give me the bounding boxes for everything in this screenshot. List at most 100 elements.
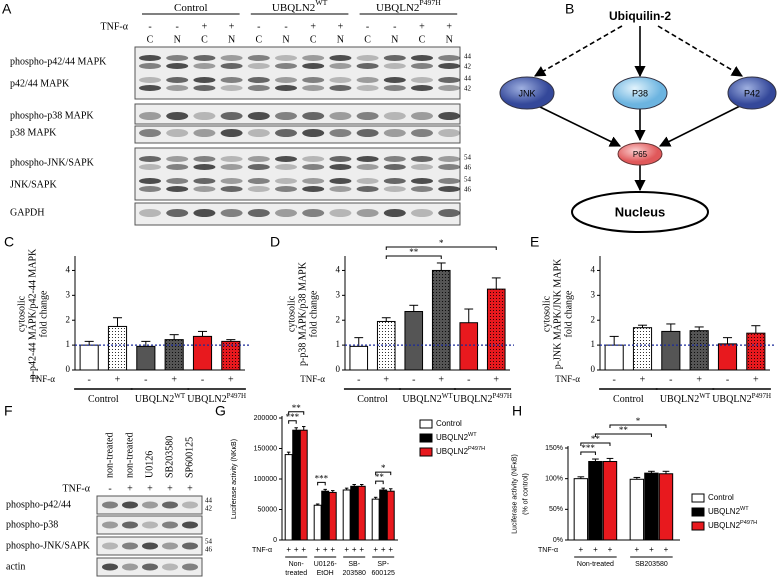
y-axis-label: (% of control): [522, 473, 529, 515]
mw-label: 54: [205, 538, 213, 546]
tnf-sign: -: [201, 374, 204, 385]
x-tick-label: SP-: [377, 561, 389, 568]
tnf-sign: -: [393, 21, 396, 32]
fraction-label: N: [228, 34, 235, 45]
blot-band: [411, 55, 433, 61]
group-name: UBQLN2: [376, 2, 419, 14]
panel-label: E: [530, 234, 539, 250]
group-name: UBQLN2: [187, 394, 226, 405]
group-label: UBQLN2P497H: [187, 392, 246, 406]
lane-label: non-treated: [104, 432, 115, 478]
tnf-sign: +: [359, 545, 364, 554]
tnf-sign: +: [286, 545, 291, 554]
group-sup: WT: [699, 392, 711, 400]
bar: [284, 454, 293, 541]
node: [612, 76, 668, 110]
blot-band: [139, 77, 161, 83]
pathway-diagram: Ubiquilin-2 JNK P38 P42 P65 Nucleus: [499, 9, 777, 233]
group-label: UBQLN2WT: [402, 392, 453, 406]
blot-band: [182, 501, 198, 509]
blot-band: [166, 63, 189, 69]
blot-band: [438, 112, 461, 120]
bar: [604, 344, 624, 371]
node: [499, 76, 555, 110]
blot-band: [102, 501, 118, 509]
group-label: UBQLN2WT: [436, 432, 477, 442]
blot-band: [220, 186, 243, 192]
y-axis-label: p-p42-44 MAPK/p42-44 MAPK: [27, 248, 38, 379]
group-label: UBQLN2WT: [135, 392, 186, 406]
blot-band: [383, 112, 406, 120]
x-tick-label: Non-: [289, 561, 305, 568]
tnf-sign: +: [115, 374, 121, 385]
row-label: p38 MAPK: [10, 127, 57, 138]
blot-band: [356, 85, 379, 91]
blot-band: [166, 77, 189, 83]
tnf-sign: +: [419, 21, 425, 32]
x-tick-label: EtOH: [317, 570, 334, 577]
group-name: Control: [436, 419, 462, 428]
group-sup: P497H: [740, 520, 757, 526]
blot-band: [329, 129, 352, 137]
bar: [79, 344, 99, 371]
x-tick-label: 600125: [372, 570, 395, 577]
significance-bracket: [375, 480, 384, 485]
significance-bracket: [609, 424, 667, 429]
bar: [386, 490, 395, 541]
legend-swatch: [419, 433, 433, 443]
blot-band: [139, 164, 161, 170]
bar: [357, 485, 366, 541]
blot-band: [302, 77, 325, 83]
tnf-sign: +: [640, 374, 646, 385]
blot-band: [302, 55, 325, 61]
significance-label: **: [375, 472, 385, 482]
legend-swatch: [691, 493, 705, 503]
group-name: UBQLN2: [712, 394, 751, 405]
y-tick-label: 2: [591, 314, 596, 324]
blot-band: [275, 63, 297, 69]
significance-bracket: [288, 411, 305, 415]
significance-label: **: [619, 425, 629, 435]
blot-band: [220, 129, 243, 137]
blot-band: [139, 112, 161, 120]
group-name: UBQLN2: [135, 394, 174, 405]
group-label: Control: [88, 394, 119, 405]
blot-panel: [134, 103, 461, 125]
y-tick-label: 4: [336, 265, 341, 275]
blot-band: [166, 178, 189, 184]
fraction-label: N: [174, 34, 181, 45]
blot-band: [166, 85, 189, 91]
blot-band: [220, 178, 243, 184]
group-sup: P497H: [419, 0, 441, 7]
mw-label: 54: [464, 176, 472, 184]
blot-band: [102, 521, 118, 529]
group-label: UBQLN2P497H: [453, 392, 512, 406]
blot-band: [247, 55, 270, 61]
row-label: p42/44 MAPK: [10, 78, 70, 89]
tnf-sign: -: [612, 374, 615, 385]
blot-band: [438, 77, 461, 83]
group-name: UBQLN2: [402, 394, 441, 405]
significance-bracket: [385, 255, 442, 259]
tnf-sign: -: [176, 21, 179, 32]
row-label: GAPDH: [10, 207, 44, 218]
blot-band: [247, 156, 270, 162]
tnf-sign: +: [383, 374, 389, 385]
y-tick-label: 1: [336, 339, 341, 349]
tnf-sign: +: [310, 21, 316, 32]
blot-band: [329, 156, 352, 162]
blot-band: [302, 178, 325, 184]
blot-band: [142, 521, 158, 529]
significance-bracket: [288, 420, 297, 424]
tnf-sign: +: [187, 483, 193, 494]
fraction-label: C: [419, 34, 426, 45]
blot-band: [302, 129, 325, 137]
group-label: UBQLN2WT: [272, 0, 328, 14]
blot-band: [142, 501, 158, 509]
blot-band: [122, 521, 138, 529]
tnf-sign: -: [726, 374, 729, 385]
y-axis-label: fold change: [38, 290, 49, 337]
y-tick-label: 1: [66, 339, 71, 349]
blot-band: [383, 156, 406, 162]
blot-band: [220, 63, 243, 69]
